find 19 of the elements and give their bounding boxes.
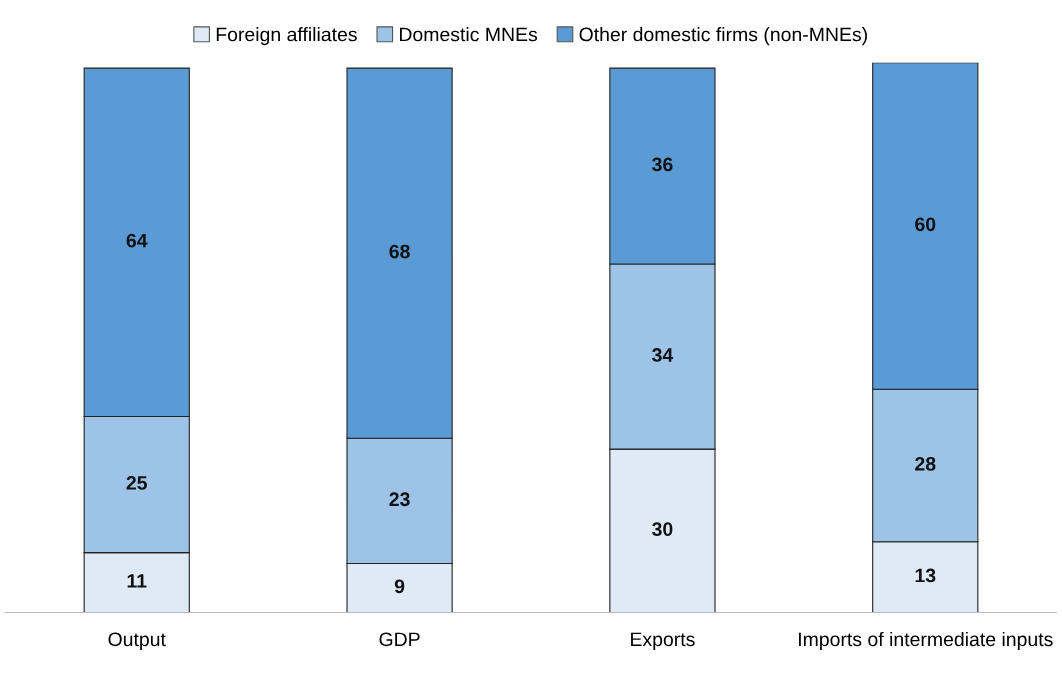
legend-label: Foreign affiliates xyxy=(216,27,357,46)
data-label: 60 xyxy=(915,217,936,232)
data-label: 13 xyxy=(915,568,936,583)
x-tick-label: Output xyxy=(108,632,166,651)
data-label: 11 xyxy=(127,574,147,588)
data-label: 28 xyxy=(915,456,936,471)
data-label: 68 xyxy=(389,244,410,259)
data-label: 9 xyxy=(394,579,405,594)
data-label: 23 xyxy=(389,492,410,507)
x-tick-label: Exports xyxy=(631,632,695,651)
data-label: 25 xyxy=(126,476,148,490)
legend-label: Other domestic firms (non-MNEs) xyxy=(579,27,867,46)
data-label: 30 xyxy=(652,522,673,537)
data-label: 64 xyxy=(126,233,148,248)
legend-label: Domestic MNEs xyxy=(399,27,538,42)
data-label: 36 xyxy=(652,157,673,172)
x-tick-label: Imports of intermediate inputs xyxy=(799,631,1053,651)
x-tick-label: GDP xyxy=(379,632,420,647)
data-label: 34 xyxy=(652,348,674,362)
